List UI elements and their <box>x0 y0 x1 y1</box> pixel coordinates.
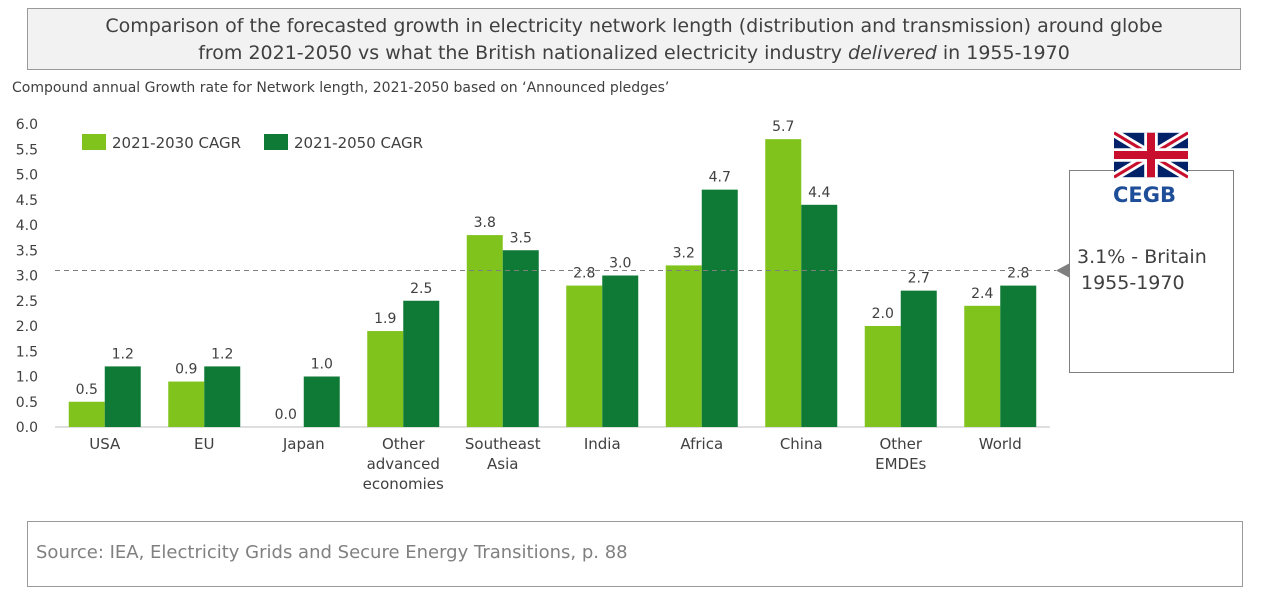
y-tick-label: 0.5 <box>16 395 38 411</box>
union-jack-flag-icon <box>1114 131 1188 179</box>
y-tick-label: 2.0 <box>16 319 38 335</box>
bar <box>765 139 802 427</box>
chart-title-box: Comparison of the forecasted growth in e… <box>27 8 1241 70</box>
bar <box>1000 285 1037 427</box>
x-tick-label: advanced <box>367 455 440 473</box>
reference-arrow-icon <box>1056 263 1069 278</box>
legend-label: 2021-2030 CAGR <box>112 134 241 152</box>
source-box: Source: IEA, Electricity Grids and Secur… <box>27 521 1243 587</box>
bar-value-label: 0.0 <box>275 407 297 423</box>
bar-value-label: 2.0 <box>872 306 894 322</box>
bar-value-label: 1.9 <box>374 311 396 327</box>
bar <box>602 275 639 427</box>
y-tick-label: 3.0 <box>16 269 38 285</box>
source-text: Source: IEA, Electricity Grids and Secur… <box>36 542 628 563</box>
bar-value-label: 2.4 <box>971 286 993 302</box>
bar-value-label: 2.8 <box>1007 266 1029 282</box>
x-tick-label: India <box>584 435 621 453</box>
x-tick-label: economies <box>363 475 444 493</box>
bar-value-label: 5.7 <box>772 119 794 135</box>
bar <box>864 326 901 427</box>
x-tick-label: Southeast <box>465 435 541 453</box>
x-tick-label: Other <box>879 435 922 453</box>
bar <box>701 189 738 427</box>
bar-value-label: 0.5 <box>76 382 98 398</box>
y-tick-label: 6.0 <box>16 117 38 133</box>
legend-swatch <box>264 134 288 150</box>
chart-subtitle: Compound annual Growth rate for Network … <box>12 80 670 96</box>
x-tick-label: EU <box>194 435 214 453</box>
x-tick-label: EMDEs <box>875 455 926 473</box>
x-tick-label: USA <box>89 435 121 453</box>
bar <box>403 300 440 427</box>
y-tick-label: 2.5 <box>16 294 38 310</box>
reference-callout-box <box>1069 170 1234 373</box>
cegb-logo-text: CEGB <box>1113 183 1176 207</box>
bar-value-label: 3.0 <box>609 256 631 272</box>
y-tick-label: 4.5 <box>16 193 38 209</box>
chart-title-line-2: from 2021-2050 vs what the British natio… <box>28 40 1240 67</box>
x-tick-label: Africa <box>680 435 723 453</box>
y-tick-label: 3.5 <box>16 243 38 259</box>
bar <box>68 401 105 427</box>
bar-value-label: 2.8 <box>573 266 595 282</box>
bar <box>367 331 404 427</box>
bar <box>168 381 205 427</box>
bar-value-label: 0.9 <box>175 362 197 378</box>
bar-value-label: 3.2 <box>673 245 695 261</box>
bar <box>303 376 340 427</box>
y-tick-label: 5.0 <box>16 168 38 184</box>
x-tick-label: World <box>979 435 1022 453</box>
bar-value-label: 3.5 <box>510 230 532 246</box>
bar <box>204 366 241 427</box>
bar-value-label: 1.0 <box>311 357 333 373</box>
y-tick-label: 4.0 <box>16 218 38 234</box>
bar-value-label: 1.2 <box>112 346 134 362</box>
legend-swatch <box>82 134 106 150</box>
bar-value-label: 3.8 <box>474 215 496 231</box>
bar <box>566 285 603 427</box>
y-tick-label: 0.0 <box>16 420 38 436</box>
x-tick-label: Asia <box>487 455 518 473</box>
reference-label-line-1: 3.1% - Britain <box>1077 246 1207 268</box>
bar-value-label: 2.5 <box>410 281 432 297</box>
chart-title-line-2-post: in 1955-1970 <box>936 42 1070 64</box>
bar-value-label: 4.4 <box>808 185 830 201</box>
legend-label: 2021-2050 CAGR <box>294 134 423 152</box>
x-tick-label: Japan <box>282 435 325 453</box>
bar-value-label: 1.2 <box>211 346 233 362</box>
reference-label: 3.1% - Britain 1955-1970 <box>1077 244 1207 296</box>
reference-label-line-2: 1955-1970 <box>1081 272 1185 294</box>
bar-value-label: 2.7 <box>908 271 930 287</box>
y-tick-label: 1.5 <box>16 344 38 360</box>
x-tick-label: China <box>780 435 823 453</box>
bar <box>665 265 702 427</box>
bar-value-label: 4.7 <box>709 170 731 186</box>
bar <box>502 250 539 427</box>
y-tick-label: 1.0 <box>16 370 38 386</box>
bar <box>801 204 838 427</box>
bar <box>900 290 937 427</box>
y-tick-label: 5.5 <box>16 142 38 158</box>
chart-title-line-2-pre: from 2021-2050 vs what the British natio… <box>198 42 849 64</box>
chart-title-line-1: Comparison of the forecasted growth in e… <box>105 15 1163 37</box>
bar <box>466 235 503 427</box>
x-tick-label: Other <box>382 435 425 453</box>
bar <box>104 366 141 427</box>
bar <box>964 305 1001 427</box>
chart-title-line-2-emphasis: delivered <box>848 42 937 64</box>
